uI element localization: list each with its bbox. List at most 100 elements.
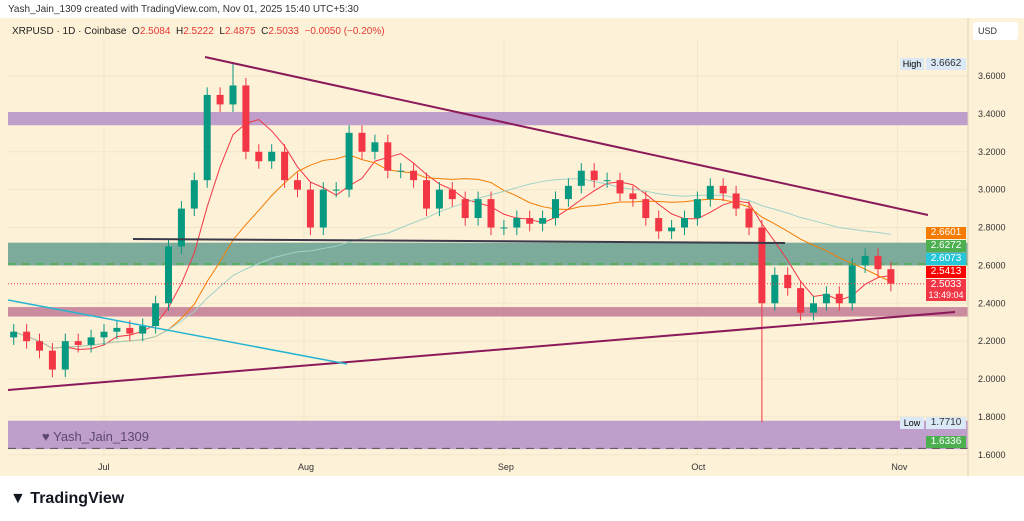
candle-body (668, 227, 676, 232)
candle-body (616, 180, 624, 194)
ma-cyan (13, 178, 891, 349)
brand-text: TradingView (30, 490, 125, 507)
candle-body (693, 199, 701, 219)
y-tick-label: 3.0000 (978, 185, 1006, 195)
candle-body (410, 170, 418, 181)
candle-body (397, 170, 405, 172)
y-tick-label: 2.2000 (978, 336, 1006, 346)
candle-body (874, 255, 882, 270)
horizontal-support (132, 238, 786, 244)
trendline-cyan (7, 299, 348, 365)
candle-body (100, 331, 108, 338)
candle-body (603, 180, 611, 182)
ma-tag-green: 2.6272 (926, 240, 966, 252)
candle-body (10, 331, 18, 338)
candle-body (771, 274, 779, 304)
candle-body (61, 341, 69, 370)
low-label: Low (900, 417, 924, 429)
ma-tag-cyan: 2.6073 (926, 253, 966, 265)
candle-body (500, 227, 508, 229)
y-tick-label: 1.6000 (978, 450, 1006, 460)
tradingview-logo[interactable]: ▼ TradingView (10, 490, 124, 508)
ma-tag-red: 2.5413 (926, 266, 966, 278)
candle-body (681, 218, 688, 228)
candle-body (487, 199, 495, 228)
candle-body (255, 151, 263, 162)
candle-body (332, 189, 340, 191)
y-tick-label: 3.4000 (978, 109, 1006, 119)
high-label: H (175, 26, 184, 37)
candle-body (165, 246, 172, 304)
candle-body (294, 180, 301, 190)
ma-tag-orange: 2.6601 (926, 227, 966, 239)
candle-body (732, 193, 740, 209)
x-tick-label: Oct (691, 462, 706, 472)
y-tick-label: 2.8000 (978, 223, 1006, 233)
candle-body (126, 327, 134, 334)
candle-body (887, 269, 895, 284)
y-tick-label: 2.4000 (978, 298, 1006, 308)
candle-body (861, 255, 869, 266)
low-value: 2.4875 (224, 26, 256, 37)
high-label: High (900, 58, 924, 70)
candle-body (203, 94, 211, 181)
candle-body (539, 218, 547, 224)
candle-body (590, 170, 598, 181)
candle-body (242, 85, 250, 152)
candle-body (526, 218, 534, 224)
candle-body (810, 303, 817, 313)
last-price-tag: 2.5033 13:49:04 (926, 279, 966, 301)
candle-body (48, 350, 56, 370)
close-value: 2.5033 (268, 26, 299, 37)
candle-body (758, 227, 766, 304)
y-tick-label: 3.6000 (978, 71, 1006, 81)
candle-body (36, 341, 43, 351)
candle-body (371, 142, 379, 152)
candle-body (797, 288, 805, 313)
candle-body (358, 132, 366, 152)
zone-tag: 1.6336 (926, 436, 966, 448)
candle-body (474, 199, 482, 219)
symbol[interactable]: XRPUSD · 1D · Coinbase (12, 26, 127, 37)
symbol-legend: XRPUSD · 1D · Coinbase O2.5084 H2.5222 L… (12, 26, 385, 37)
candle-body (706, 185, 714, 200)
x-tick-label: Sep (498, 462, 514, 472)
candle-body (190, 180, 198, 209)
candle-body (23, 331, 31, 342)
candle-body (268, 151, 276, 162)
candle-body (139, 326, 147, 334)
candle-body (345, 132, 353, 190)
candle-body (281, 151, 289, 181)
change-value: −0.0050 (−0.20%) (304, 26, 385, 37)
high-value: 2.5222 (183, 26, 214, 37)
y-tick-label: 2.6000 (978, 260, 1006, 270)
credit-line: Yash_Jain_1309 created with TradingView.… (8, 4, 359, 15)
candle-body (74, 341, 82, 345)
candle-body (629, 193, 637, 200)
y-tick-label: 2.0000 (978, 374, 1006, 384)
candle-body (513, 218, 521, 228)
x-tick-label: Aug (298, 462, 314, 472)
candle-body (784, 274, 792, 289)
candle-body (152, 303, 160, 327)
candle-body (177, 208, 185, 247)
candle-body (113, 327, 121, 332)
candle-body (835, 293, 843, 304)
watermark-text: Yash_Jain_1309 (53, 429, 150, 444)
candle-body (306, 189, 314, 228)
candle-body (435, 189, 443, 209)
zone-rect (8, 242, 968, 266)
currency-button[interactable]: USD (973, 22, 1018, 40)
last-price: 2.5033 (930, 279, 962, 290)
candle-body (577, 170, 585, 186)
open-value: 2.5084 (139, 26, 171, 37)
trendline-upper (204, 56, 929, 216)
open-label: O (132, 26, 140, 37)
candle-body (745, 208, 753, 228)
zone-rect (8, 307, 968, 317)
x-tick-label: Jul (98, 462, 110, 472)
candle-body (642, 199, 650, 219)
candle-body (229, 85, 237, 105)
trendline-lower (7, 311, 956, 391)
